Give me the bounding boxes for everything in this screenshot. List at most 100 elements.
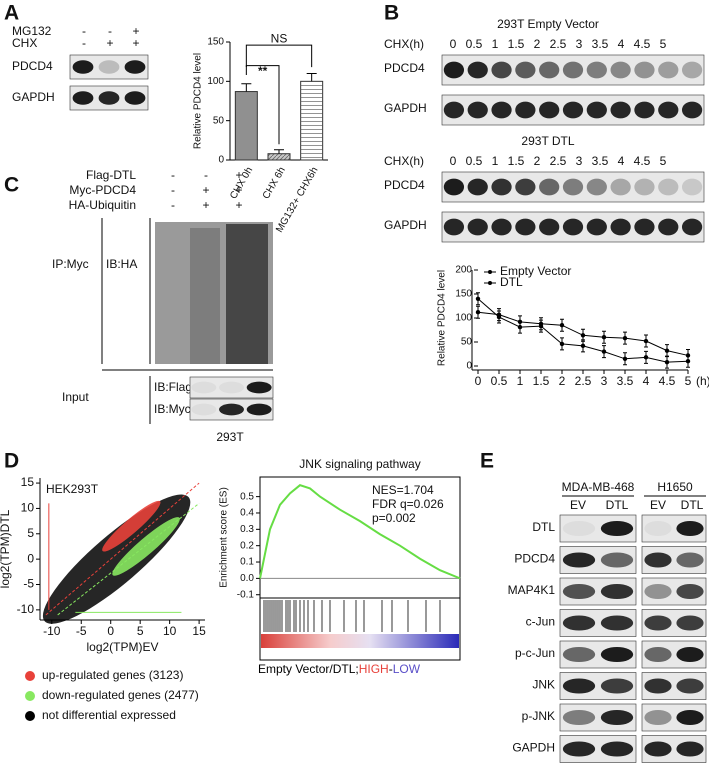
row-label: PDCD4 xyxy=(384,178,425,192)
sign: + xyxy=(235,183,242,197)
blot-band xyxy=(681,178,703,196)
sign: + xyxy=(132,24,139,38)
x-tick-label: -10 xyxy=(43,624,61,638)
row-label: GAPDH xyxy=(512,741,555,755)
blot-band xyxy=(491,218,512,236)
blot-band xyxy=(676,741,704,757)
blot-band xyxy=(467,178,488,196)
y-tick-label: -0.1 xyxy=(237,589,255,600)
y-tick-label: 0 xyxy=(466,361,472,372)
x-tick-label: 0 xyxy=(107,624,114,638)
bar xyxy=(234,91,258,161)
point xyxy=(622,335,628,341)
blot-band xyxy=(658,101,679,119)
blot-band xyxy=(676,709,704,726)
treatment-label: Myc-PDCD4 xyxy=(69,183,136,197)
time: 3.5 xyxy=(592,37,609,51)
y-axis-label: Relative PDCD4 level xyxy=(193,53,204,149)
row-label: PDCD4 xyxy=(514,552,555,566)
blot-band xyxy=(658,178,679,196)
blot-band xyxy=(644,583,672,600)
row-label: PDCD4 xyxy=(12,59,53,73)
error-bar xyxy=(241,83,252,92)
row-label: GAPDH xyxy=(384,101,427,115)
y-tick-label: 0.5 xyxy=(240,491,254,502)
legend-marker xyxy=(488,281,492,285)
time: 4.5 xyxy=(634,37,651,51)
time: 5 xyxy=(660,154,667,168)
blot-band xyxy=(491,61,512,79)
blot-band xyxy=(124,91,146,105)
x-tick-label: 1.5 xyxy=(533,374,550,388)
y-tick-label: 0.3 xyxy=(240,524,254,535)
blot-band xyxy=(586,61,607,79)
y-tick-label: 5 xyxy=(27,526,34,540)
panel-letter: E xyxy=(480,450,494,473)
y-tick-label: 10 xyxy=(21,501,35,515)
sign: - xyxy=(108,24,112,38)
blot-band xyxy=(600,678,634,694)
diagonal xyxy=(57,502,200,616)
sign: + xyxy=(202,198,209,212)
blot-band xyxy=(562,178,584,196)
time-label: CHX(h) xyxy=(384,154,424,168)
blot-band xyxy=(443,178,465,196)
legend-marker xyxy=(25,691,35,701)
blot-band xyxy=(644,709,672,726)
bracket xyxy=(245,44,313,68)
row-label: DTL xyxy=(532,520,555,534)
blot-band xyxy=(586,218,607,236)
blot-band xyxy=(676,583,704,600)
row-label: GAPDH xyxy=(384,218,427,232)
sign: + xyxy=(235,168,242,182)
x-tick-label: 15 xyxy=(192,624,206,638)
time: 4 xyxy=(618,37,625,51)
y-tick-label: -10 xyxy=(17,602,35,616)
diagonal xyxy=(45,482,200,616)
blot-band xyxy=(676,615,704,631)
annotation: NS xyxy=(271,31,288,45)
time: 5 xyxy=(660,37,667,51)
blot-band xyxy=(539,218,560,236)
blot-band xyxy=(539,61,560,79)
blot-band xyxy=(562,678,596,694)
blot-band xyxy=(600,741,634,757)
blot-band xyxy=(600,520,634,537)
footer-part: HIGH xyxy=(359,662,389,676)
blot-band xyxy=(676,520,704,537)
point xyxy=(538,323,544,329)
point xyxy=(685,359,691,364)
cell-line: 293T xyxy=(216,430,244,444)
y-axis-label: Enrichment score (ES) xyxy=(219,487,230,588)
blot-band xyxy=(72,91,94,105)
blot-band xyxy=(681,218,703,236)
blot-band xyxy=(539,178,560,196)
row-label: p-c-Jun xyxy=(515,646,555,660)
blot-band xyxy=(562,583,596,600)
x-tick-label: 2 xyxy=(559,374,566,388)
y-tick-label: 0.2 xyxy=(240,540,254,551)
blot-band xyxy=(246,403,272,416)
y-tick-label: 0 xyxy=(218,155,224,166)
legend-label: Empty Vector xyxy=(500,264,571,278)
blot-band xyxy=(467,101,488,119)
blot-band xyxy=(562,101,584,119)
es-curve xyxy=(259,484,461,580)
blot-band xyxy=(443,218,465,236)
y-tick-label: -5 xyxy=(23,577,34,591)
blot-band xyxy=(634,101,655,119)
point xyxy=(601,335,607,340)
blot-band xyxy=(610,218,631,236)
legend-label: DTL xyxy=(500,275,523,289)
blot-band xyxy=(658,218,679,236)
lane-label: EV xyxy=(650,498,666,512)
y-tick-label: 50 xyxy=(213,115,225,126)
smear xyxy=(226,224,268,364)
point xyxy=(517,324,523,330)
blot-band xyxy=(467,61,488,79)
blot-band xyxy=(681,61,703,79)
legend-marker xyxy=(25,671,35,681)
error-bar xyxy=(306,72,317,82)
x-tick-label: 3.5 xyxy=(617,374,634,388)
